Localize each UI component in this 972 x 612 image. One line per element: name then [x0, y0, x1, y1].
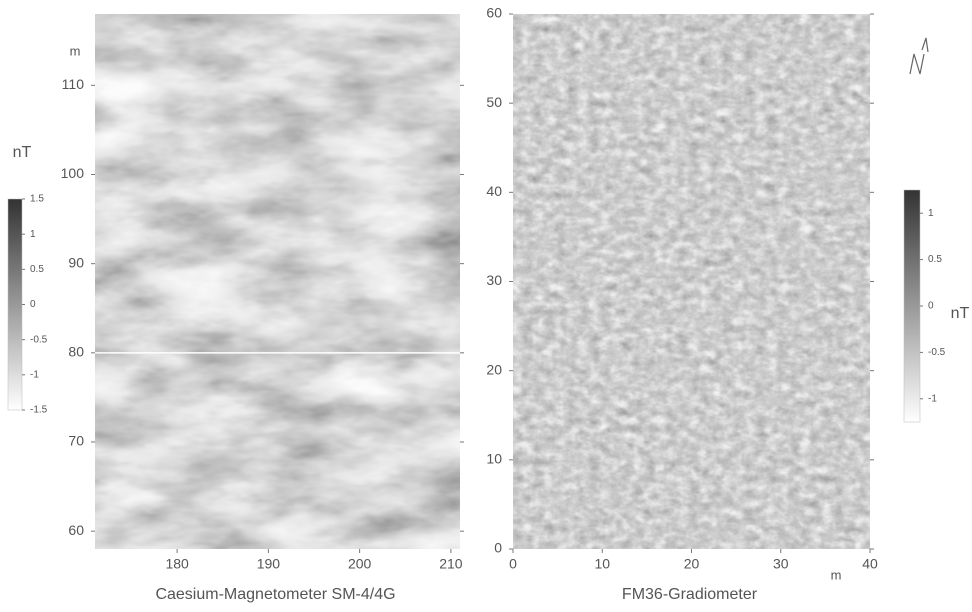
y-tick-label: 60 [68, 522, 84, 538]
x-tick-label: 200 [348, 556, 372, 572]
colorbar-tick-label: -1.5 [30, 405, 48, 416]
x-tick-label: 210 [439, 556, 463, 572]
colorbar-tick-label: 1 [928, 208, 934, 219]
colorbar-tick-label: 1.5 [30, 194, 44, 205]
x-tick-label: 190 [257, 556, 281, 572]
north-arrow [909, 37, 929, 75]
y-tick-label: 30 [486, 272, 502, 288]
map-title: Caesium-Magnetometer SM-4/4G [155, 586, 395, 603]
y-tick-label: 70 [68, 433, 84, 449]
y-tick-label: 50 [486, 94, 502, 110]
colorbar [903, 189, 921, 423]
x-tick-label: 20 [684, 556, 700, 572]
magnetic-map [513, 14, 870, 549]
y-tick-label: 90 [68, 254, 84, 270]
x-tick-label: 0 [509, 556, 517, 572]
colorbar-tick-label: -0.5 [30, 334, 48, 345]
y-tick-label: 80 [68, 344, 84, 360]
y-tick-label: 100 [61, 165, 85, 181]
colorbar-label: nT [951, 305, 970, 322]
y-axis-unit: m [70, 43, 81, 58]
colorbar-tick-label: -0.5 [928, 347, 946, 358]
y-tick-label: 40 [486, 183, 502, 199]
colorbar [7, 198, 23, 411]
y-tick-label: 60 [486, 5, 502, 21]
colorbar-tick-label: 0 [30, 299, 36, 310]
colorbar-tick-label: 0.5 [928, 254, 942, 265]
colorbar-tick-label: 1 [30, 229, 36, 240]
x-tick-label: 30 [773, 556, 789, 572]
y-tick-label: 10 [486, 451, 502, 467]
colorbar-tick-label: -1 [30, 369, 39, 380]
x-tick-label: 40 [862, 556, 878, 572]
x-tick-label: 10 [594, 556, 610, 572]
colorbar-tick-label: 0.5 [30, 264, 44, 275]
y-tick-label: 20 [486, 361, 502, 377]
colorbar-tick-label: -1 [928, 393, 937, 404]
colorbar-tick-label: 0 [928, 301, 934, 312]
magnetic-map [95, 14, 460, 549]
y-tick-label: 0 [494, 540, 502, 556]
colorbar-label: nT [13, 144, 32, 161]
y-tick-label: 110 [62, 76, 85, 92]
map-title: FM36-Gradiometer [622, 586, 758, 603]
x-axis-unit: m [831, 567, 842, 582]
x-tick-label: 180 [165, 556, 189, 572]
